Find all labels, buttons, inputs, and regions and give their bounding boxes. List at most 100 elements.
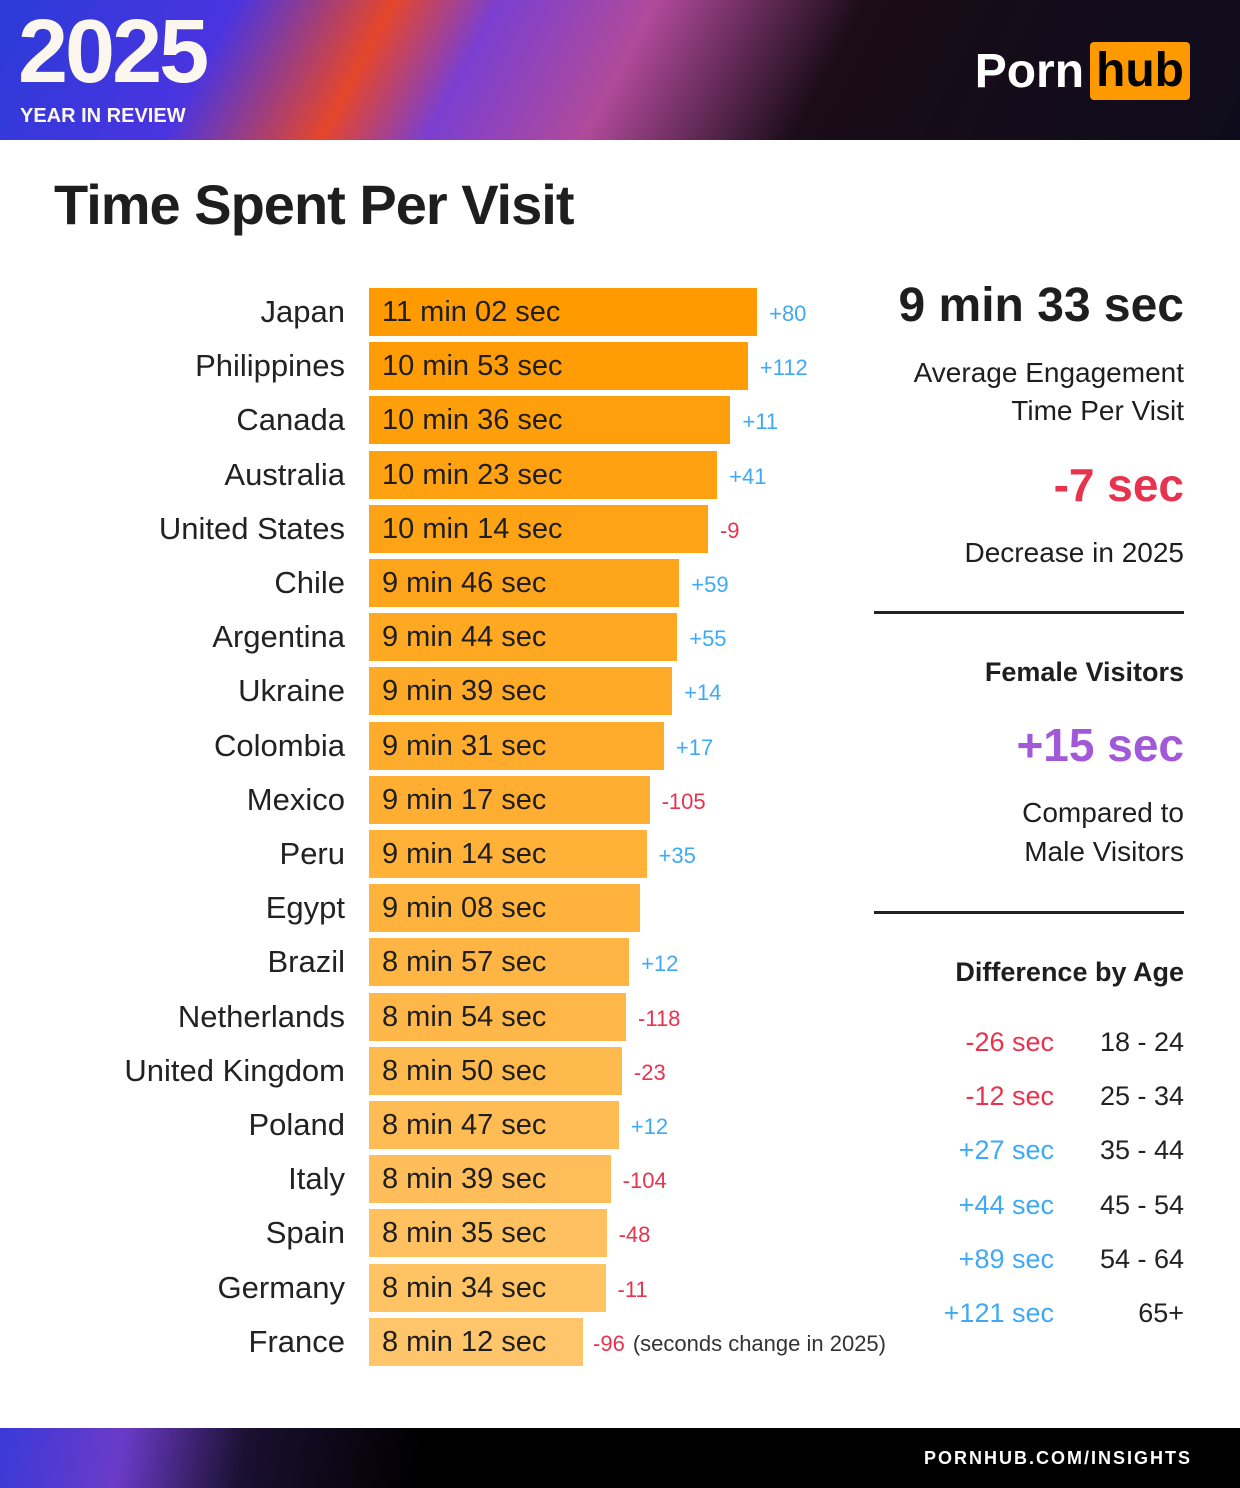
footer: PORNHUB.COM/INSIGHTS	[0, 1428, 1240, 1488]
change-value: +112	[759, 355, 808, 381]
bar: 8 min 57 sec	[369, 938, 630, 987]
bar: 10 min 53 sec	[369, 342, 748, 391]
change-label: -9	[720, 518, 740, 544]
bar-value-label: 8 min 34 sec	[382, 1271, 547, 1304]
page-title: Time Spent Per Visit	[54, 173, 574, 236]
change-value: -23	[633, 1059, 666, 1085]
change-label: -23	[634, 1060, 666, 1086]
change-value: +14	[684, 680, 722, 706]
country-label: France	[248, 1323, 345, 1359]
footer-url[interactable]: PORNHUB.COM/INSIGHTS	[923, 1448, 1192, 1468]
country-label: Mexico	[246, 781, 345, 817]
country-label: Australia	[224, 456, 345, 492]
average-time-value: 9 min 33 sec	[898, 279, 1184, 332]
bar: 9 min 46 sec	[369, 559, 680, 607]
bar-row: Egypt 9 min 08 sec	[0, 884, 930, 933]
bar-row: Peru 9 min 14 sec +35	[0, 830, 930, 878]
bar-value-label: 9 min 17 sec	[382, 783, 547, 816]
change-value: +11	[742, 409, 779, 435]
bar-value-label: 9 min 08 sec	[382, 892, 547, 925]
change-value: +80	[769, 301, 807, 326]
country-label: Chile	[274, 565, 345, 600]
change-value: +12	[630, 1114, 669, 1139]
age-range: 18 - 24	[1099, 1027, 1184, 1057]
change-value: +12	[641, 951, 679, 977]
header-banner: 2025 YEAR IN REVIEW Porn hub	[0, 0, 1240, 140]
change-value: +35	[658, 843, 696, 868]
bar-value-label: 10 min 14 sec	[382, 512, 563, 545]
bar: 9 min 17 sec	[369, 775, 650, 824]
change-label: -118	[638, 1006, 680, 1032]
bar-value-label: 8 min 54 sec	[382, 1000, 547, 1033]
bar-value-label: 11 min 02 sec	[382, 296, 561, 328]
bar-row: Philippines 10 min 53 sec +112	[0, 342, 930, 391]
change-label: +12	[631, 1114, 668, 1140]
age-range: 45 - 54	[1099, 1189, 1184, 1220]
age-row: -26 sec 18 - 24	[884, 1026, 1184, 1060]
year-in-review-label: YEAR IN REVIEW	[20, 105, 186, 127]
logo-part1: Porn	[974, 44, 1085, 98]
change-label: +14	[684, 680, 721, 706]
bar-value-label: 9 min 31 sec	[382, 729, 547, 762]
bar: 10 min 14 sec	[369, 504, 708, 553]
age-range: 25 - 34	[1099, 1081, 1184, 1112]
age-row: +44 sec 45 - 54	[884, 1189, 1184, 1223]
change-value: -105	[661, 788, 706, 814]
change-label: +35	[659, 843, 696, 869]
country-label: Philippines	[195, 348, 345, 384]
bar-value-label: 10 min 23 sec	[382, 458, 563, 491]
age-heading: Difference by Age	[955, 957, 1184, 987]
bar-value-label: 9 min 46 sec	[382, 567, 547, 599]
change-value: +41	[729, 463, 767, 489]
bar: 9 min 08 sec	[369, 884, 641, 933]
bar-row: Mexico 9 min 17 sec -105	[0, 775, 930, 824]
bar: 9 min 14 sec	[369, 830, 647, 878]
bar-value-label: 9 min 14 sec	[382, 838, 547, 870]
bar: 8 min 39 sec	[369, 1155, 611, 1204]
change-label: +12	[641, 951, 678, 977]
age-range: 35 - 44	[1099, 1135, 1184, 1166]
bar-value-label: 8 min 47 sec	[382, 1109, 547, 1141]
bar-row: United Kingdom 8 min 50 sec -23	[0, 1046, 930, 1095]
bar-row: Australia 10 min 23 sec +41	[0, 450, 930, 499]
divider	[874, 611, 1184, 614]
change-label: -48	[619, 1222, 651, 1248]
bar: 8 min 35 sec	[369, 1209, 607, 1258]
bar-row: United States 10 min 14 sec -9	[0, 504, 930, 553]
country-label: Italy	[288, 1161, 345, 1197]
female-label-2: Male Visitors	[1024, 836, 1184, 867]
change-value: -48	[618, 1222, 651, 1248]
year-logo: 2025	[18, 2, 209, 102]
female-heading: Female Visitors	[984, 657, 1184, 687]
age-diff: +121 sec	[943, 1298, 1054, 1328]
change-label: +55	[689, 626, 726, 652]
bar-value-label: 8 min 57 sec	[382, 946, 547, 979]
bar-row: Argentina 9 min 44 sec +55	[0, 613, 930, 662]
bar-value-label: 8 min 35 sec	[382, 1217, 547, 1250]
bar-value-label: 8 min 50 sec	[382, 1054, 547, 1087]
female-label-1: Compared to	[1022, 797, 1184, 828]
change-label: +17	[676, 735, 713, 761]
bar-row: Ukraine 9 min 39 sec +14	[0, 667, 930, 716]
bar: 8 min 12 sec	[369, 1317, 584, 1366]
average-label-2: Time Per Visit	[1011, 395, 1184, 426]
change-value: -7 sec	[1053, 459, 1184, 511]
bar-value-label: 9 min 39 sec	[382, 675, 547, 708]
bar: 10 min 36 sec	[369, 396, 731, 445]
bar: 10 min 23 sec	[369, 450, 718, 499]
country-label: United States	[158, 510, 345, 546]
bar-row: Colombia 9 min 31 sec +17	[0, 721, 930, 770]
age-diff: -12 sec	[965, 1081, 1054, 1112]
change-label: +59	[691, 572, 728, 598]
bar-value-label: 8 min 39 sec	[382, 1163, 547, 1196]
country-label: Argentina	[212, 619, 345, 655]
change-label: +11	[742, 409, 778, 435]
age-range: 65+	[1138, 1298, 1184, 1328]
age-diff: +89 sec	[958, 1243, 1054, 1274]
bar: 8 min 34 sec	[369, 1263, 606, 1312]
bar: 8 min 50 sec	[369, 1046, 622, 1095]
brand-logo: Porn hub	[975, 42, 1190, 100]
country-label: Poland	[248, 1107, 345, 1142]
bar: 8 min 54 sec	[369, 992, 627, 1041]
change-label: -104	[623, 1168, 667, 1194]
